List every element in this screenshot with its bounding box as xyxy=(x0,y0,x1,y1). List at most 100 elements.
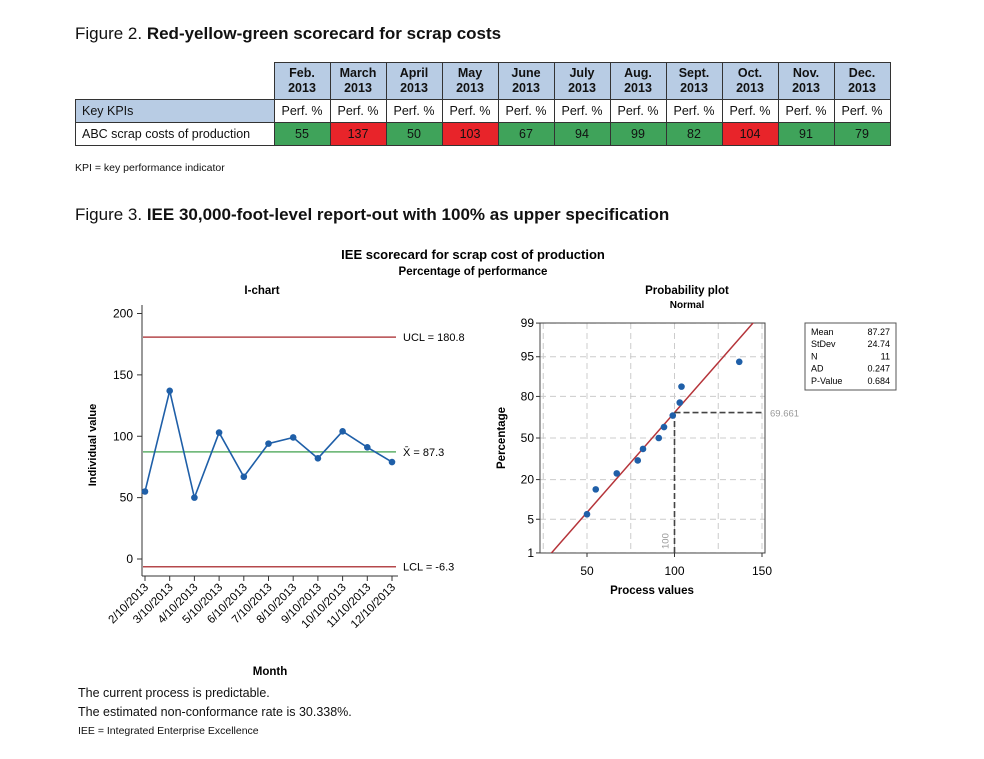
x-tick-label: 150 xyxy=(752,564,772,578)
value-cell-green: 67 xyxy=(497,122,555,146)
chart-subtitle: Percentage of performance xyxy=(399,266,548,278)
data-point xyxy=(240,473,248,481)
unit-cell: Perf. % xyxy=(329,99,387,123)
month-header: Feb. 2013 xyxy=(273,62,331,100)
x-axis-label: Month xyxy=(253,666,287,678)
figure-2-label: Figure 2. xyxy=(75,24,143,43)
probability-plot-subtitle: Normal xyxy=(670,300,705,311)
month: Nov. xyxy=(792,66,820,80)
iee-footnote: IEE = Integrated Enterprise Excellence xyxy=(78,725,259,737)
data-point xyxy=(166,387,173,395)
data-point xyxy=(655,434,663,442)
x-axis-label: Process values xyxy=(610,585,694,597)
month: April xyxy=(399,66,429,80)
year: 2013 xyxy=(344,81,372,95)
year: 2013 xyxy=(288,81,316,95)
data-point xyxy=(669,412,677,419)
year: 2013 xyxy=(792,81,820,95)
y-tick-label: 50 xyxy=(521,431,535,445)
figure-3-title: Figure 3. IEE 30,000-foot-level report-o… xyxy=(75,205,669,225)
month-header: Oct. 2013 xyxy=(721,62,779,100)
data-point xyxy=(364,443,371,451)
y-axis-label: Individual value xyxy=(87,404,99,487)
value-cell-green: 94 xyxy=(553,122,611,146)
y-tick-label: 80 xyxy=(521,389,535,403)
year: 2013 xyxy=(400,81,428,95)
value-cell-green: 91 xyxy=(777,122,835,146)
chart-title: IEE scorecard for scrap cost of producti… xyxy=(341,247,605,262)
value-cell-green: 55 xyxy=(273,122,331,146)
fit-line xyxy=(550,323,755,553)
figure-3-heading: IEE 30,000-foot-level report-out with 10… xyxy=(146,205,670,224)
data-point xyxy=(314,455,322,462)
month-header: April 2013 xyxy=(385,62,443,100)
lcl-label: LCL = -6.3 xyxy=(403,562,454,574)
kpi-footnote: KPI = key performance indicator xyxy=(75,162,225,174)
conclusion-nonconformance: The estimated non-conformance rate is 30… xyxy=(78,705,352,719)
data-point xyxy=(289,434,297,441)
data-point xyxy=(735,358,743,366)
year: 2013 xyxy=(680,81,708,95)
row-label: ABC scrap costs of production xyxy=(75,122,275,146)
y-tick-label: 0 xyxy=(126,552,133,566)
stat-value: 87.27 xyxy=(867,327,890,337)
y-tick-label: 1 xyxy=(527,546,534,560)
month: Aug. xyxy=(624,66,652,80)
data-point xyxy=(660,423,668,431)
stat-value: 24.74 xyxy=(867,339,890,349)
scorecard-table: Feb. 2013 March 2013 April 2013 May 2013 June 201… xyxy=(75,62,891,146)
year: 2013 xyxy=(848,81,876,95)
y-tick-label: 5 xyxy=(527,512,534,526)
data-point xyxy=(592,486,600,493)
month: Dec. xyxy=(848,66,876,80)
figure-2-heading: Red-yellow-green scorecard for scrap cos… xyxy=(146,24,502,43)
spec-x-label: 100 xyxy=(661,533,672,549)
conclusion-predictable: The current process is predictable. xyxy=(78,686,270,700)
ucl-label: UCL = 180.8 xyxy=(403,332,465,344)
stat-label: P-Value xyxy=(811,376,842,386)
data-point xyxy=(676,399,684,406)
y-tick-label: 100 xyxy=(113,429,133,443)
month-header: Aug. 2013 xyxy=(609,62,667,100)
month: Feb. xyxy=(289,66,315,80)
value-cell-red: 137 xyxy=(329,122,387,146)
data-point xyxy=(583,510,591,518)
stat-value: 0.247 xyxy=(867,364,890,374)
y-tick-label: 99 xyxy=(521,316,535,330)
probability-plot: Probability plot Normal 1 5 20 50 80 95 99 50 100 1… xyxy=(496,285,897,597)
stat-value: 11 xyxy=(881,351,890,361)
figure-3-label: Figure 3. xyxy=(75,205,143,224)
unit-cell: Perf. % xyxy=(833,99,891,123)
month-header: Sept. 2013 xyxy=(665,62,723,100)
month-header-row: Feb. 2013 March 2013 April 2013 May 2013 June 201… xyxy=(76,62,891,100)
month: Oct. xyxy=(737,66,763,80)
value-cell-green: 79 xyxy=(833,122,891,146)
year: 2013 xyxy=(456,81,484,95)
plot-frame xyxy=(539,322,766,554)
year: 2013 xyxy=(568,81,596,95)
year: 2013 xyxy=(736,81,764,95)
data-point xyxy=(639,445,647,453)
stats-box xyxy=(804,322,897,391)
data-point xyxy=(339,428,346,435)
data-point xyxy=(141,488,149,495)
month-header: Dec. 2013 xyxy=(833,62,891,100)
mean-label: X̄ = 87.3 xyxy=(403,446,444,459)
data-point xyxy=(265,440,272,447)
month: May xyxy=(457,66,483,80)
month: Sept. xyxy=(678,66,710,80)
y-tick-label: 20 xyxy=(521,473,535,487)
figure-2-title: Figure 2. Red-yellow-green scorecard for… xyxy=(75,24,501,44)
unit-cell: Perf. % xyxy=(553,99,611,123)
value-cell-green: 99 xyxy=(609,122,667,146)
x-tick-label: 100 xyxy=(664,564,684,578)
data-point xyxy=(191,494,198,501)
data-point xyxy=(388,458,396,466)
year: 2013 xyxy=(624,81,652,95)
probability-plot-title: Probability plot xyxy=(645,285,729,297)
year: 2013 xyxy=(512,81,540,95)
stat-label: Mean xyxy=(811,327,834,337)
i-chart-title: I-chart xyxy=(244,285,279,297)
stat-label: N xyxy=(811,351,818,361)
stat-value: 0.684 xyxy=(867,376,890,386)
